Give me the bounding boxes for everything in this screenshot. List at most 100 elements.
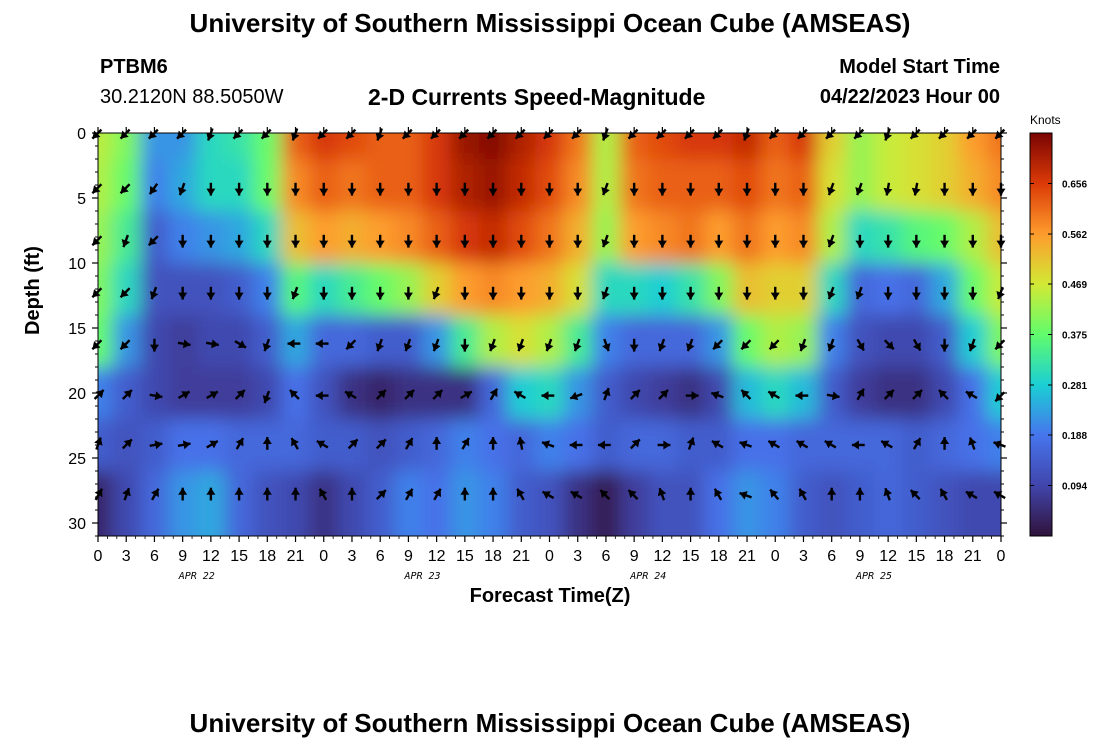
current-arrow [599, 489, 611, 500]
current-arrow [347, 438, 359, 450]
current-arrow [965, 390, 978, 400]
arrow-head [178, 240, 188, 248]
heat-cell [98, 133, 113, 160]
current-arrow [489, 388, 499, 401]
current-arrow [883, 389, 895, 400]
arrow-head [433, 488, 442, 498]
current-arrow [234, 340, 247, 349]
current-arrow [178, 487, 188, 501]
arrow-head [883, 240, 893, 248]
current-arrow [883, 182, 893, 196]
current-arrow [403, 338, 413, 352]
current-arrow [488, 437, 498, 450]
current-arrow [601, 234, 610, 248]
arrow-head [714, 240, 724, 248]
arrow-head [739, 491, 748, 500]
colorbar-tick-label: 0.094 [1062, 481, 1087, 492]
x-tick-label: 18 [710, 548, 728, 565]
current-arrow [234, 389, 246, 400]
current-arrow [883, 487, 893, 501]
arrow-head [377, 439, 386, 448]
current-arrow [206, 128, 215, 141]
current-arrow [714, 182, 724, 196]
x-tick-label: 6 [150, 548, 159, 565]
arrow-head [885, 389, 894, 399]
colorbar-tick-label: 0.469 [1062, 280, 1087, 291]
heat-cell [789, 367, 819, 420]
current-arrow [375, 338, 385, 352]
current-arrow [516, 286, 526, 300]
heat-cell [168, 471, 198, 536]
current-arrow [883, 128, 893, 141]
arrow-head [545, 292, 554, 300]
arrow-head [940, 292, 950, 300]
current-arrow [824, 439, 837, 449]
heat-cell [845, 315, 875, 368]
current-arrow [433, 488, 442, 501]
heat-cell [986, 471, 1001, 536]
arrow-head [289, 389, 299, 399]
x-tick-label: 15 [907, 548, 925, 565]
arrow-head [488, 343, 497, 352]
arrow-head [573, 188, 583, 196]
heat-cell [337, 315, 367, 368]
x-tick-label: 12 [202, 548, 220, 565]
y-tick-label: 5 [77, 191, 86, 208]
current-arrow [657, 440, 671, 450]
arrow-head [432, 188, 442, 196]
heat-cell [478, 471, 508, 536]
arrow-head [316, 440, 326, 449]
arrow-head [827, 487, 837, 495]
arrow-head [516, 488, 525, 498]
arrow-head [291, 188, 301, 196]
arrow-head [798, 240, 808, 248]
arrow-head [657, 292, 667, 300]
current-arrow [545, 234, 554, 248]
arrow-head [542, 491, 551, 500]
current-arrow [432, 234, 442, 248]
date-label: APR 24 [629, 571, 666, 582]
heat-cell [507, 133, 536, 160]
arrow-head [686, 292, 696, 300]
heat-cell [112, 159, 141, 212]
heat-cell [196, 133, 226, 160]
date-label: APR 22 [178, 571, 215, 582]
heat-cell [817, 133, 847, 160]
arrow-head [968, 188, 978, 196]
arrow-head [319, 292, 329, 300]
heat-cell [958, 367, 988, 420]
arrow-head [739, 440, 748, 449]
arrow-head [885, 341, 894, 350]
arrow-head [714, 292, 724, 300]
arrow-head [234, 292, 244, 300]
arrow-head [432, 437, 442, 444]
arrow-head [151, 488, 159, 498]
arrow-head [206, 240, 216, 248]
arrow-head [488, 487, 498, 495]
heat-cell [817, 367, 847, 420]
heat-cell [591, 471, 621, 536]
arrow-head [742, 240, 752, 248]
arrow-head [405, 488, 413, 498]
arrow-head [965, 391, 975, 399]
arrow-head [375, 292, 385, 300]
current-arrow [686, 437, 696, 450]
current-arrow [206, 390, 219, 400]
current-arrow [432, 182, 442, 196]
arrow-head [291, 240, 301, 248]
heat-cell [366, 133, 395, 160]
heat-cell [761, 471, 790, 536]
current-arrow [769, 488, 780, 501]
current-arrow [939, 488, 949, 501]
current-arrow [545, 286, 554, 300]
arrow-head [994, 491, 1003, 500]
arrow-head [287, 339, 295, 349]
arrow-head [403, 343, 413, 352]
arrow-head [123, 389, 132, 399]
heat-cell [874, 133, 903, 160]
arrow-head [206, 292, 216, 300]
arrow-head [206, 188, 216, 196]
heat-cell [902, 315, 932, 368]
heat-cell [986, 367, 1001, 420]
